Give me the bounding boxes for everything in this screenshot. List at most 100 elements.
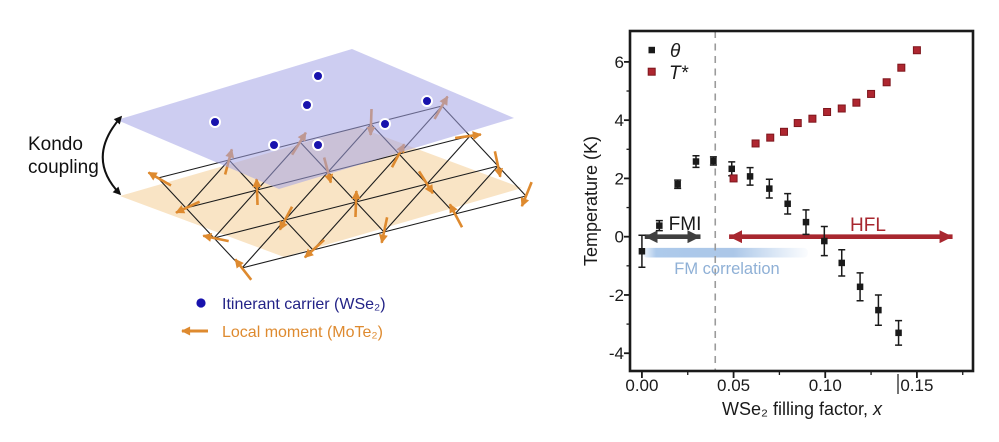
y-tick-label: 4 [615,111,624,130]
y-tick-label: 0 [615,228,624,247]
tstar-point [882,78,891,87]
x-axis-title: WSe₂ filling factor, x [722,399,883,419]
itinerant-carrier-marker-icon [196,298,206,308]
local-moment-label: Local moment (MoTe₂) [222,324,383,341]
legend-theta-label: θ [670,41,681,62]
legend-theta-marker-icon [648,46,655,54]
x-tick-label: 0.10 [809,376,842,395]
bilayer-schematic [117,49,533,281]
tstar-point [793,119,802,128]
local-moment-arrow [351,190,361,218]
theta-point [638,248,646,255]
theta-point [656,222,663,229]
theta-point [674,180,681,188]
itinerant-carrier-dot [312,70,324,82]
lattice-bond [426,165,499,185]
lattice-bond [284,171,329,221]
lattice-bond [383,183,428,233]
lattice-bond [241,219,286,269]
lattice-bond [398,135,471,155]
lattice-bond [185,159,230,209]
tstar-point [852,98,861,107]
tstar-point [837,104,846,113]
y-axis-title: Temperature (K) [581,136,601,266]
theta-point [710,157,717,165]
lattice-bond [454,195,527,215]
local-moment-arrow [234,258,253,281]
phase-diagram-chart: 0.00 0.05 0.10 0.15 -4 -2 0 2 4 6 θ T* Temperatur… [581,29,975,419]
tstar-point [897,63,906,72]
plot-border [628,29,975,373]
theta-point [692,158,700,165]
local-moment-arrow [175,200,201,214]
local-moment-arrow [454,131,482,141]
lattice-bond [213,219,286,239]
lattice-bond [398,153,428,185]
y-tick-label: -4 [609,344,624,363]
local-moment-arrow [493,151,504,178]
theta-point [784,200,791,208]
fm-correlation-label: FM correlation [674,260,779,278]
tstar-point [867,89,876,98]
x-tick-label: 0.15 [900,376,933,395]
x-tick-label: 0.00 [625,376,658,395]
y-tick-label: 6 [615,53,624,72]
local-moment-arrow [252,178,262,206]
lattice-bond [355,183,428,203]
local-moment-arrow [417,170,434,195]
kondo-coupling-arrow [101,115,123,196]
lattice-bond [355,153,400,203]
lattice-bond [383,213,456,233]
local-moment-arrow [202,232,229,243]
local-moment-arrow [378,217,389,244]
local-moment-arrow [278,206,294,231]
lattice-bond [256,189,286,221]
theta-point [766,185,773,192]
itinerant-carrier-dot [379,118,391,130]
itinerant-carrier-dot [268,139,280,151]
hfl-region-label: HFL [850,215,886,236]
tstar-series [729,46,921,183]
fm-correlation-band [642,247,808,258]
lattice-bond [213,189,258,239]
tstar-point [751,139,760,148]
wse2-layer [117,49,514,189]
theta-series [638,154,903,346]
lattice-bond [241,249,314,269]
local-moment-arrow [448,203,464,228]
local-moment-arrow [520,181,533,208]
itinerant-carrier-label: Itinerant carrier (WSe₂) [222,296,386,313]
lattice-bond [185,189,258,209]
theta-point [821,237,828,245]
theta-point [838,259,845,267]
itinerant-carrier-dots [209,70,433,151]
theta-point [746,173,754,180]
lattice-bond [157,177,187,209]
local-moment-arrow [147,171,172,187]
lattice-bond [454,165,499,215]
lattice-bond [426,135,471,185]
kondo-coupling-label: Kondo coupling [28,134,99,178]
tstar-point [779,127,788,136]
itinerant-carrier-dot [209,116,221,128]
legend-tstar-label: T* [669,63,689,84]
x-tick-label: 0.05 [717,376,750,395]
theta-point [895,329,902,337]
legend-tstar-marker-icon [647,67,656,76]
lattice-bond [355,201,385,233]
lattice-bond [157,159,230,179]
lattice-bond [469,135,499,167]
itinerant-carrier-dot [301,99,313,111]
theta-point [802,218,810,226]
mote2-layer [120,127,522,257]
theta-point [875,306,882,314]
y-axis-ticks: -4 -2 0 2 4 6 [609,53,630,363]
diagram-legend: Itinerant carrier (WSe₂) Local moment (M… [181,296,386,341]
x-axis-ticks: 0.00 0.05 0.10 0.15 [625,371,964,395]
y-tick-label: 2 [615,169,624,188]
itinerant-carrier-dot [421,95,433,107]
local-moment-arrow [303,238,326,259]
tstar-point [808,114,817,123]
y-tick-label: -2 [609,286,624,305]
tstar-point [729,174,738,183]
